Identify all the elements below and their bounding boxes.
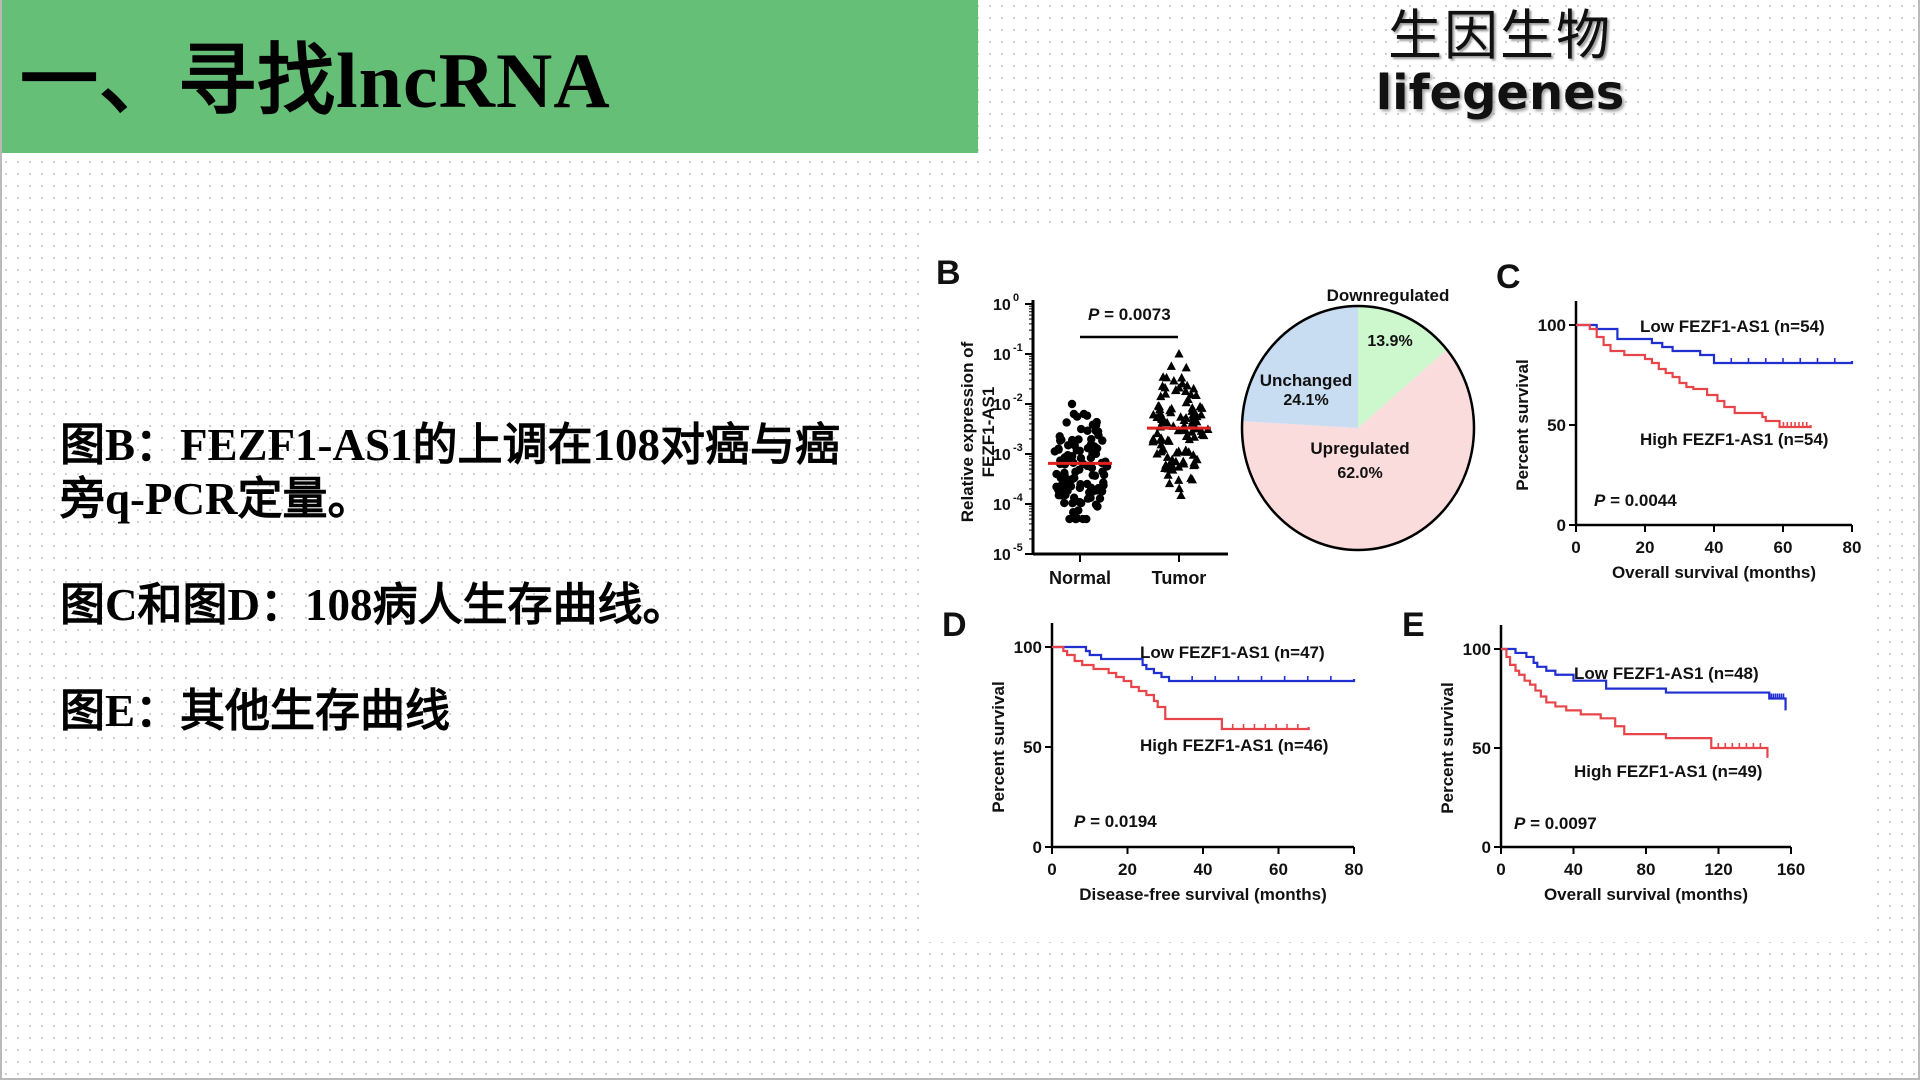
note-figure-e: 图E：其他生存曲线 xyxy=(60,686,451,736)
figure-panel: B C D E 10 0 10 -1 10 -2 10 -3 10 -4 10 -5 Relative expr… xyxy=(928,232,1874,942)
y-tick-exponent: -1 xyxy=(1013,342,1023,354)
legend-low: Low FEZF1-AS1 (n=47) xyxy=(1140,643,1325,662)
y-tick-label: 10 xyxy=(993,547,1011,564)
pie-label-unchanged: Unchanged xyxy=(1260,371,1353,390)
x-tick-label: 60 xyxy=(1774,538,1793,557)
y-tick-exponent: 0 xyxy=(1013,292,1019,304)
x-tick-label: 80 xyxy=(1843,538,1862,557)
p-value: P = 0.0044 xyxy=(1594,491,1677,510)
y-tick-label: 100 xyxy=(1463,640,1491,659)
y-axis-label: Relative expression of xyxy=(958,341,977,522)
chart-b-pie: Downregulated 13.9% Unchanged 24.1% Upregula… xyxy=(1240,286,1476,552)
pie-slice-downregulated xyxy=(1358,306,1447,428)
x-tick-label: 0 xyxy=(1047,860,1056,879)
logo-english-text: lifegenes xyxy=(1375,65,1625,122)
note-figure-b: 图B：FEZF1-AS1的上调在108对癌与癌旁q-PCR定量。 xyxy=(60,420,841,524)
slide-title: 一、寻找lncRNA xyxy=(20,37,611,124)
p-value: P = 0.0194 xyxy=(1074,812,1157,831)
panel-label-d: D xyxy=(942,606,967,644)
low-expression-curve xyxy=(1052,645,1356,683)
high-expression-curve xyxy=(1052,645,1310,731)
low-expression-curve xyxy=(1501,647,1787,711)
note-figure-c-d: 图C和图D：108病人生存曲线。 xyxy=(60,580,688,630)
low-expression-curve xyxy=(1576,323,1854,365)
x-tick-label: 80 xyxy=(1637,860,1656,879)
y-tick-exponent: -4 xyxy=(1013,492,1024,504)
chart-d-survival: 0 50 100 0 20 40 60 80 Disease-free survival (mo… xyxy=(989,623,1363,904)
y-axis-label-2: FEZF1-AS1 xyxy=(979,387,998,478)
legend-low: Low FEZF1-AS1 (n=48) xyxy=(1574,664,1759,683)
high-expression-curve xyxy=(1576,323,1812,429)
y-tick-label: 10 xyxy=(993,347,1011,364)
chart-e-survival: 0 50 100 0 40 80 120 160 Overall survival (month… xyxy=(1438,625,1805,904)
y-axis-label: Percent survival xyxy=(1513,359,1532,490)
x-tick-label: 80 xyxy=(1345,860,1364,879)
x-tick-label: 120 xyxy=(1704,860,1732,879)
figure-notes: 图B：FEZF1-AS1的上调在108对癌与癌旁q-PCR定量。 图C和图D：1… xyxy=(60,418,880,790)
x-tick-label: 60 xyxy=(1269,860,1288,879)
x-axis-label: Overall survival (months) xyxy=(1612,563,1816,582)
y-tick-exponent: -3 xyxy=(1013,442,1023,454)
pie-value-downregulated: 13.9% xyxy=(1367,333,1412,350)
panel-label-c: C xyxy=(1496,258,1521,296)
y-tick-label: 0 xyxy=(1482,838,1491,857)
y-tick-label: 10 xyxy=(993,397,1011,414)
x-tick-label: 0 xyxy=(1496,860,1505,879)
y-tick-label: 50 xyxy=(1472,739,1491,758)
x-tick-label: 0 xyxy=(1571,538,1580,557)
x-axis-label: Overall survival (months) xyxy=(1544,885,1748,904)
y-tick-exponent: -5 xyxy=(1013,542,1023,554)
legend-high: High FEZF1-AS1 (n=49) xyxy=(1574,762,1762,781)
y-tick-label: 0 xyxy=(1557,516,1566,535)
legend-low: Low FEZF1-AS1 (n=54) xyxy=(1640,317,1825,336)
p-value-b: P = 0.0073 xyxy=(1088,305,1171,324)
x-tick-label: 20 xyxy=(1118,860,1137,879)
y-axis-label: Percent survival xyxy=(989,681,1008,812)
pie-value-upregulated: 62.0% xyxy=(1337,465,1382,482)
y-tick-label: 10 xyxy=(993,447,1011,464)
y-tick-label: 100 xyxy=(1014,638,1042,657)
chart-c-survival: 0 50 100 0 20 40 60 80 Overall survival (months)… xyxy=(1513,301,1861,582)
legend-high: High FEZF1-AS1 (n=46) xyxy=(1140,736,1328,755)
high-expression-curve xyxy=(1501,647,1769,758)
logo-chinese-text: 生因生物 xyxy=(1388,4,1612,67)
x-tick-label: 40 xyxy=(1705,538,1724,557)
brand-logo: 生因生物 lifegenes xyxy=(1370,6,1630,123)
x-tick-label: 20 xyxy=(1636,538,1655,557)
x-category-normal: Normal xyxy=(1049,568,1111,588)
title-bar: 一、寻找lncRNA xyxy=(0,0,978,153)
x-tick-label: 40 xyxy=(1194,860,1213,879)
pie-label-upregulated: Upregulated xyxy=(1310,439,1409,458)
pie-slice-upregulated xyxy=(1242,349,1474,550)
panel-label-b: B xyxy=(936,254,961,292)
y-tick-label: 10 xyxy=(993,297,1011,314)
y-tick-label: 10 xyxy=(993,497,1011,514)
pie-value-unchanged: 24.1% xyxy=(1283,392,1328,409)
y-tick-label: 0 xyxy=(1033,838,1042,857)
y-axis-label: Percent survival xyxy=(1438,682,1457,813)
x-category-tumor: Tumor xyxy=(1152,568,1207,588)
x-tick-label: 40 xyxy=(1564,860,1583,879)
pie-slice-unchanged xyxy=(1242,306,1358,428)
y-tick-exponent: -2 xyxy=(1013,392,1023,404)
y-tick-label: 50 xyxy=(1547,416,1566,435)
panel-label-e: E xyxy=(1402,606,1425,644)
legend-high: High FEZF1-AS1 (n=54) xyxy=(1640,430,1828,449)
p-value: P = 0.0097 xyxy=(1514,814,1597,833)
x-axis-label: Disease-free survival (months) xyxy=(1079,885,1327,904)
pie-label-downregulated: Downregulated xyxy=(1327,286,1450,305)
x-tick-label: 160 xyxy=(1777,860,1805,879)
y-tick-label: 100 xyxy=(1538,316,1566,335)
y-tick-label: 50 xyxy=(1023,738,1042,757)
